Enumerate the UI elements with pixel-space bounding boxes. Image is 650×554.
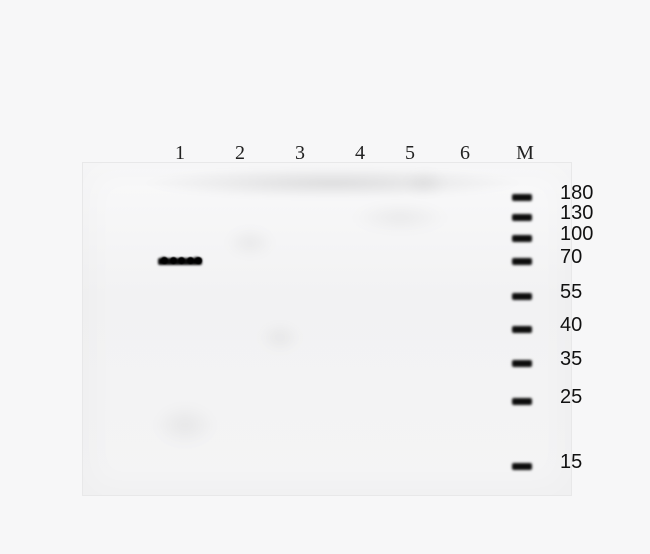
sample-band-dot <box>170 257 177 264</box>
mw-label-130: 130 <box>560 202 593 225</box>
mw-label-100: 100 <box>560 223 593 246</box>
marker-band-180 <box>512 194 532 201</box>
marker-band-70 <box>512 258 532 265</box>
lane-label-5: 5 <box>405 142 415 165</box>
marker-band-40 <box>512 326 532 333</box>
marker-band-35 <box>512 360 532 367</box>
sample-band-dot <box>187 257 194 264</box>
lane-label-1: 1 <box>175 142 185 165</box>
marker-band-100 <box>512 235 532 242</box>
lane-label-2: 2 <box>235 142 245 165</box>
mw-label-25: 25 <box>560 386 582 409</box>
well-row-smear <box>105 169 560 197</box>
marker-band-55 <box>512 293 532 300</box>
mw-label-15: 15 <box>560 451 582 474</box>
sample-band-dot <box>195 257 202 264</box>
lane-label-4: 4 <box>355 142 365 165</box>
smudge-2 <box>330 200 470 235</box>
smudge-0 <box>215 225 285 260</box>
marker-band-25 <box>512 398 532 405</box>
mw-label-55: 55 <box>560 281 582 304</box>
mw-label-35: 35 <box>560 348 582 371</box>
marker-band-130 <box>512 214 532 221</box>
smudge-4 <box>140 400 230 450</box>
lane-label-M: M <box>516 142 534 165</box>
lane-label-6: 6 <box>460 142 470 165</box>
figure-canvas: 1 2 3 4 5 6 M 180130100705540352515 <box>0 0 650 554</box>
sample-band-dot <box>161 257 168 264</box>
smudge-3 <box>395 168 455 198</box>
mw-label-40: 40 <box>560 314 582 337</box>
smudge-1 <box>250 320 310 355</box>
mw-label-70: 70 <box>560 246 582 269</box>
marker-band-15 <box>512 463 532 470</box>
sample-band-dot <box>178 257 185 264</box>
lane-label-3: 3 <box>295 142 305 165</box>
